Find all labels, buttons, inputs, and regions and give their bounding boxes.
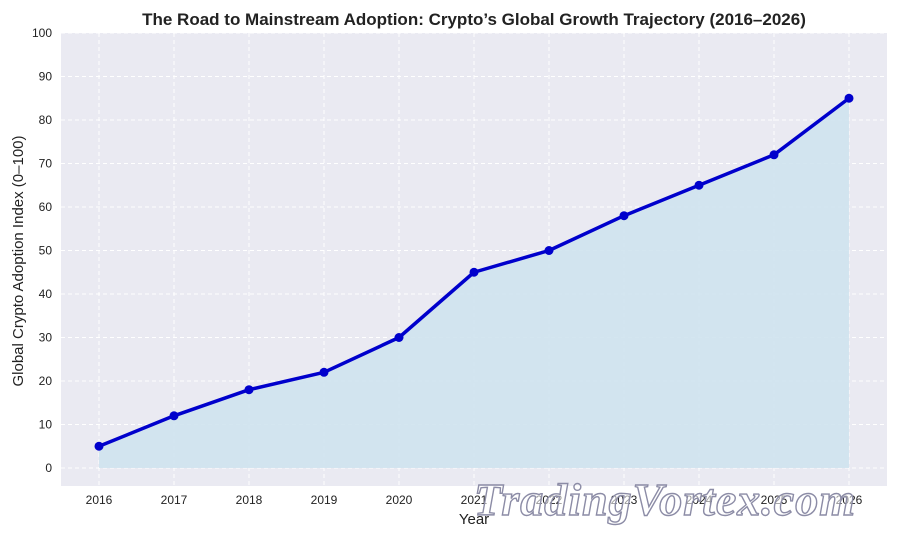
- data-point-2022: [544, 246, 554, 255]
- y-tick-label: 50: [39, 244, 53, 258]
- area-layer: [99, 98, 849, 468]
- data-point-2021: [469, 267, 479, 277]
- data-point-2019: [319, 367, 329, 377]
- data-point-2018: [244, 385, 254, 395]
- y-tick-label: 10: [39, 418, 53, 432]
- data-point-2026: [844, 93, 854, 103]
- x-tick-label: 2022: [536, 493, 563, 507]
- data-point-2016: [94, 441, 104, 451]
- y-tick-label: 100: [32, 26, 52, 40]
- y-tick-label: 30: [39, 331, 53, 345]
- data-point-2025: [769, 150, 779, 160]
- y-tick-label: 20: [39, 374, 53, 388]
- x-tick-labels: 2016 2017 2018 2019 2020 2021 2022 2023 2024 2025…: [86, 493, 863, 507]
- area-fill: [99, 98, 849, 468]
- y-tick-label: 90: [39, 70, 53, 84]
- y-tick-label: 0: [45, 461, 52, 475]
- x-tick-label: 2023: [611, 493, 638, 507]
- x-axis-label: Year: [459, 511, 489, 528]
- watermark: TradingVortex.com: [474, 474, 856, 525]
- y-tick-label: 70: [39, 157, 53, 171]
- x-tick-label: 2024: [686, 493, 713, 507]
- chart-title: The Road to Mainstream Adoption: Crypto’…: [142, 10, 806, 29]
- x-tick-label: 2019: [311, 493, 338, 507]
- data-point-2017: [169, 411, 179, 421]
- x-tick-label: 2020: [386, 493, 413, 507]
- x-tick-label: 2025: [761, 493, 788, 507]
- x-tick-label: 2021: [461, 493, 488, 507]
- data-point-2024: [694, 180, 704, 190]
- y-tick-labels: 0 10 20 30 40 50 60 70 80 90 100: [32, 26, 52, 475]
- y-axis-label: Global Crypto Adoption Index (0–100): [10, 136, 27, 387]
- y-tick-label: 40: [39, 287, 53, 301]
- x-tick-label: 2016: [86, 493, 113, 507]
- data-point-2020: [394, 333, 404, 342]
- points-layer: [94, 93, 854, 451]
- x-tick-label: 2017: [161, 493, 188, 507]
- data-point-2023: [619, 211, 629, 221]
- y-tick-label: 80: [39, 113, 53, 127]
- x-tick-label: 2018: [236, 493, 263, 507]
- y-tick-label: 60: [39, 200, 53, 214]
- x-tick-label: 2026: [836, 493, 863, 507]
